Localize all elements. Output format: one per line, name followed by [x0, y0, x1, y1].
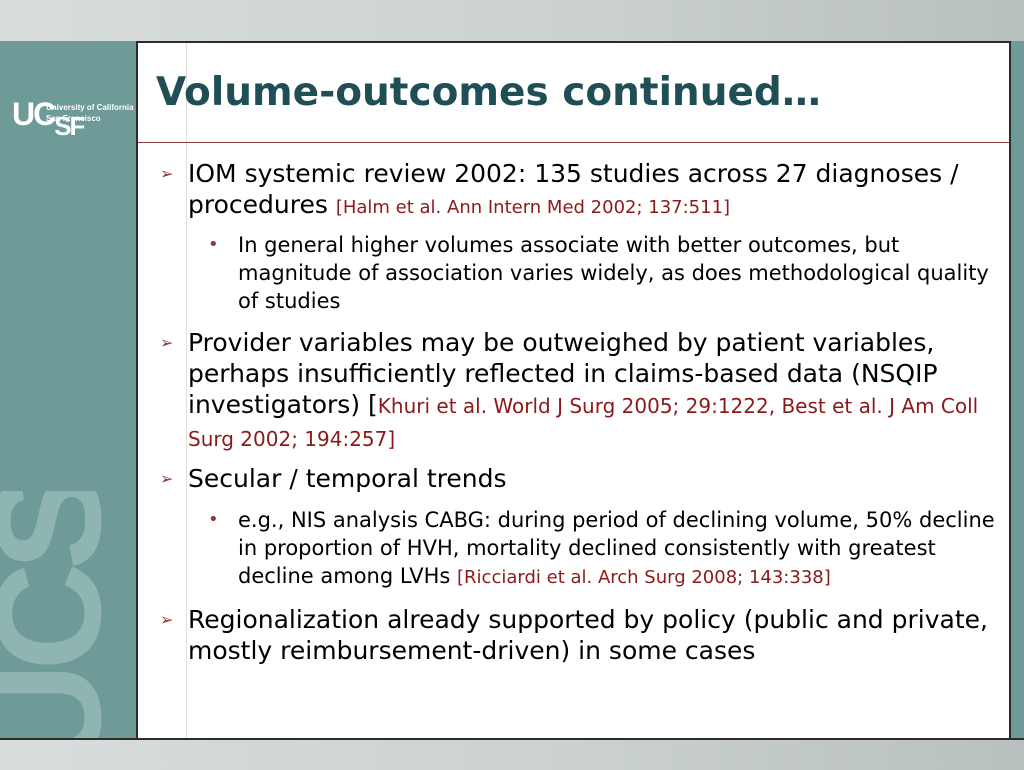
- bullet-arrow-icon: ➢: [160, 469, 174, 488]
- ucsf-logo: UCSF: [12, 96, 85, 139]
- logo-mark-sf: SF: [54, 111, 85, 141]
- slide-content-area: [138, 43, 1009, 738]
- left-brand-panel: UCSF University of California San Franci…: [0, 41, 138, 738]
- bottom-band: [0, 738, 1024, 770]
- bullet-2-citation: Khuri et al. World J Surg 2005; 29:1222,…: [188, 394, 979, 451]
- vertical-guide-line: [186, 43, 187, 738]
- bullet-4-text: Regionalization already supported by pol…: [188, 605, 988, 665]
- bullet-1-sub-1-text: In general higher volumes associate with…: [238, 233, 989, 313]
- sub-bullet-dot-icon: •: [208, 509, 219, 530]
- bullet-arrow-icon: ➢: [160, 610, 174, 629]
- bullet-1-text: IOM systemic review 2002: 135 studies ac…: [188, 159, 959, 219]
- bullet-2-text: Provider variables may be outweighed by …: [188, 328, 938, 419]
- watermark-text: UCSF: [0, 491, 132, 738]
- bullet-arrow-icon: ➢: [160, 164, 174, 183]
- logo-line-campus: San Francisco: [46, 114, 101, 123]
- bullet-3-sub-1-citation: [Ricciardi et al. Arch Surg 2008; 143:33…: [457, 567, 831, 588]
- bullet-1-citation: [Halm et al. Ann Intern Med 2002; 137:51…: [335, 197, 731, 218]
- bullet-arrow-icon: ➢: [160, 333, 174, 352]
- ucsf-watermark: UCSF: [0, 491, 132, 738]
- logo-mark-uc: UC: [12, 96, 56, 132]
- bullet-3: ➢ Secular / temporal trends: [160, 463, 995, 494]
- bullet-4: ➢ Regionalization already supported by p…: [160, 604, 995, 666]
- bullet-3-sub-1: • e.g., NIS analysis CABG: during period…: [160, 506, 995, 592]
- slide-body: ➢ IOM systemic review 2002: 135 studies …: [160, 158, 995, 674]
- bullet-1: ➢ IOM systemic review 2002: 135 studies …: [160, 158, 995, 223]
- bullet-3-sub-1-text: e.g., NIS analysis CABG: during period o…: [238, 508, 995, 588]
- slide-title: Volume-outcomes continued…: [156, 70, 821, 115]
- sub-bullet-dot-icon: •: [208, 234, 219, 255]
- bullet-1-sub-1: • In general higher volumes associate wi…: [160, 231, 995, 315]
- top-band: [0, 0, 1024, 43]
- right-accent-strip: [1009, 41, 1024, 738]
- logo-line-university: University of California: [46, 103, 134, 112]
- title-divider: [138, 142, 1009, 143]
- bullet-3-text: Secular / temporal trends: [188, 464, 507, 493]
- bullet-2: ➢ Provider variables may be outweighed b…: [160, 327, 995, 455]
